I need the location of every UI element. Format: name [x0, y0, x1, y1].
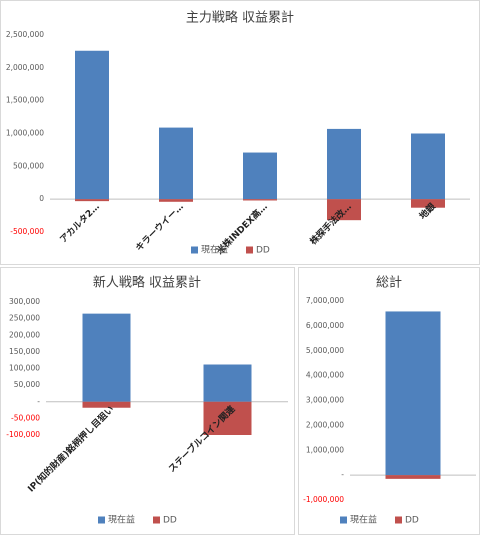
- y-tick-label: -500,000: [10, 227, 44, 236]
- y-tick-label: 5,000,000: [306, 346, 344, 355]
- y-tick-label: 250,000: [9, 314, 40, 323]
- y-tick-label: 0: [39, 194, 44, 203]
- bar: [203, 364, 252, 402]
- y-tick-label: 3,000,000: [306, 396, 344, 405]
- y-tick-label: -1,000,000: [303, 495, 344, 504]
- bar: [159, 127, 193, 200]
- bar: [327, 128, 361, 200]
- bar: [411, 199, 445, 208]
- legend-label: 現在益: [350, 514, 377, 526]
- y-tick-label: 2,000,000: [6, 63, 44, 72]
- bar: [243, 152, 277, 200]
- y-tick-label: 7,000,000: [306, 296, 344, 305]
- y-tick-label: 50,000: [14, 380, 40, 389]
- y-tick-label: 200,000: [9, 330, 40, 339]
- bar: [385, 475, 441, 479]
- bar: [411, 133, 445, 200]
- y-tick-label: 500,000: [13, 161, 44, 170]
- bar: [75, 50, 109, 200]
- bar: [82, 313, 131, 402]
- legend-swatch: [153, 516, 160, 524]
- y-tick-label: -50,000: [11, 413, 40, 422]
- bar: [385, 311, 441, 476]
- legend-swatch: [246, 246, 253, 254]
- chart-title: 主力戦略 収益累計: [186, 10, 294, 26]
- y-tick-label: 4,000,000: [306, 371, 344, 380]
- y-tick-label: 1,500,000: [6, 96, 44, 105]
- bar: [243, 199, 277, 201]
- legend-label: 現在益: [201, 244, 228, 256]
- bar: [203, 401, 252, 435]
- y-tick-label: 1,000,000: [306, 445, 344, 454]
- y-tick-label: 2,500,000: [6, 30, 44, 39]
- bar: [75, 199, 109, 202]
- y-tick-label: -: [341, 470, 344, 479]
- legend-label: DD: [163, 516, 177, 526]
- y-tick-label: 2,000,000: [306, 420, 344, 429]
- legend-swatch: [191, 246, 198, 254]
- bar: [159, 199, 193, 202]
- legend-swatch: [340, 516, 347, 524]
- y-tick-label: 150,000: [9, 347, 40, 356]
- legend-label: DD: [256, 246, 270, 256]
- legend-swatch: [395, 516, 402, 524]
- y-tick-label: 1,000,000: [6, 129, 44, 138]
- y-tick-label: 100,000: [9, 364, 40, 373]
- y-tick-label: -100,000: [6, 430, 40, 439]
- legend-label: 現在益: [108, 514, 135, 526]
- bar: [82, 401, 131, 408]
- y-tick-label: 300,000: [9, 297, 40, 306]
- chart-title: 総計: [376, 275, 402, 291]
- legend-label: DD: [405, 516, 419, 526]
- legend-swatch: [98, 516, 105, 524]
- y-tick-label: 6,000,000: [306, 321, 344, 330]
- chart-title: 新人戦略 収益累計: [93, 275, 201, 291]
- y-tick-label: -: [37, 397, 40, 406]
- bar: [327, 199, 361, 221]
